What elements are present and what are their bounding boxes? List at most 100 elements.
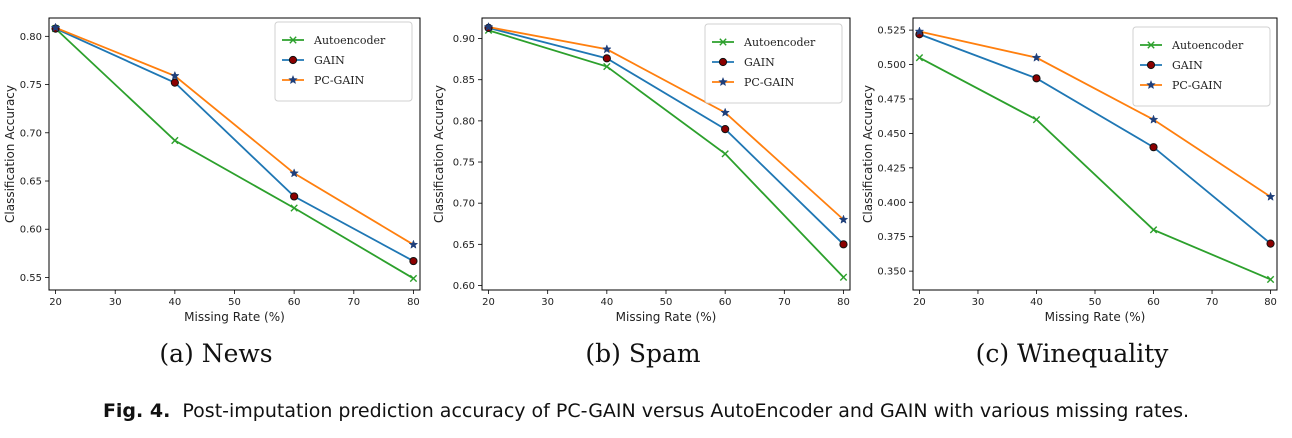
data-point-autoencoder (409, 274, 418, 283)
data-point-pc-gain (408, 239, 419, 249)
data-point-gain (602, 54, 611, 63)
data-point-pc-gain (1265, 191, 1276, 201)
data-point-autoencoder (839, 273, 848, 281)
y-tick-label: 0.350 (877, 267, 906, 278)
figure-caption: Fig. 4. Post-imputation prediction accur… (0, 400, 1292, 422)
legend-label: GAIN (314, 54, 345, 67)
data-point-pc-gain (483, 21, 494, 32)
x-tick-label: 60 (288, 297, 301, 308)
data-point-pc-gain (914, 26, 925, 36)
x-tick-label: 20 (913, 297, 926, 308)
panel-caption: (a) News (159, 339, 272, 368)
x-tick-label: 80 (407, 297, 420, 308)
x-tick-label: 40 (168, 297, 181, 308)
data-point-pc-gain (1031, 52, 1042, 62)
data-point-gain (721, 125, 730, 134)
x-tick-label: 50 (1089, 297, 1102, 308)
data-point-pc-gain (50, 22, 61, 32)
data-point-autoencoder (171, 136, 179, 145)
series-line-gain (488, 27, 845, 245)
data-point-autoencoder (603, 62, 611, 71)
y-axis-label: Classification Accuracy (3, 85, 17, 223)
y-axis-label: Classification Accuracy (432, 85, 446, 223)
x-axis-label: Missing Rate (%) (616, 310, 717, 324)
legend-marker (1146, 60, 1156, 70)
y-tick-label: 0.80 (20, 32, 42, 43)
legend-marker (718, 76, 728, 87)
data-point-gain (409, 256, 418, 266)
y-tick-label: 0.425 (877, 163, 906, 174)
x-tick-label: 70 (1206, 297, 1219, 308)
y-tick-label: 0.70 (453, 199, 475, 210)
x-tick-label: 50 (660, 297, 673, 308)
x-tick-label: 30 (109, 297, 122, 308)
data-point-autoencoder (915, 53, 924, 62)
data-point-gain (290, 192, 299, 201)
series-line-pc-gain (919, 30, 1272, 198)
legend-marker (288, 74, 298, 85)
legend-label: GAIN (744, 56, 775, 69)
y-tick-label: 0.60 (453, 281, 475, 292)
legend-label: Autoencoder (313, 34, 386, 47)
legend-label: Autoencoder (1171, 39, 1244, 52)
data-point-pc-gain (838, 214, 849, 224)
series-line-autoencoder (919, 56, 1271, 281)
legend-label: PC-GAIN (1172, 79, 1223, 92)
data-point-gain (170, 78, 179, 87)
y-tick-label: 0.65 (20, 177, 42, 188)
data-point-gain (839, 240, 848, 249)
figure-caption-label: Fig. 4. (102, 400, 171, 422)
legend-label: PC-GAIN (314, 74, 365, 87)
y-tick-label: 0.525 (877, 26, 906, 37)
chart-panel-3: 20 30 40 50 60 70 80 0.350 0.375 0.400 0.425 0.450 0… (861, 17, 1278, 368)
legend-marker (1146, 79, 1156, 90)
x-tick-label: 50 (228, 297, 241, 308)
series-line-gain (55, 27, 414, 262)
y-tick-label: 0.450 (877, 129, 906, 140)
legend: Autoencoder GAIN PC-GAIN (274, 21, 413, 102)
data-point-autoencoder (290, 204, 298, 212)
legend-marker (718, 57, 728, 67)
data-point-gain (1032, 74, 1041, 83)
x-tick-label: 60 (1147, 297, 1160, 308)
series-line-pc-gain (55, 26, 414, 246)
y-tick-label: 0.400 (877, 198, 906, 209)
series-line-gain (919, 33, 1272, 245)
legend-marker (719, 38, 727, 46)
data-point-autoencoder (1032, 115, 1041, 124)
series-line-autoencoder (488, 29, 845, 278)
data-point-autoencoder (1266, 275, 1275, 284)
legend: Autoencoder GAIN PC-GAIN (1132, 26, 1271, 107)
legend-box (704, 23, 843, 104)
legend-marker (289, 36, 297, 44)
panel-caption: (c) Winequality (976, 339, 1170, 368)
legend-marker (288, 55, 298, 65)
data-point-gain (1266, 239, 1275, 248)
legend-label: PC-GAIN (744, 76, 795, 89)
data-point-pc-gain (170, 70, 180, 80)
x-tick-label: 40 (600, 297, 613, 308)
y-tick-label: 0.55 (20, 273, 42, 284)
x-tick-label: 70 (347, 297, 360, 308)
x-axis-label: Missing Rate (%) (184, 310, 285, 324)
legend-marker (1147, 41, 1155, 49)
x-tick-label: 40 (1030, 297, 1043, 308)
y-tick-label: 0.375 (877, 232, 906, 243)
y-tick-label: 0.475 (877, 94, 906, 105)
plot-frame (48, 17, 421, 291)
legend-box (274, 21, 413, 102)
panel-caption: (b) Spam (585, 339, 700, 368)
x-tick-label: 60 (719, 297, 732, 308)
legend: Autoencoder GAIN PC-GAIN (704, 23, 843, 104)
x-tick-label: 20 (49, 297, 62, 308)
plot-frame (481, 17, 851, 291)
data-point-pc-gain (289, 168, 299, 178)
x-tick-label: 80 (1264, 297, 1277, 308)
y-tick-label: 0.85 (453, 75, 475, 86)
chart-panel-2: 20 30 40 50 60 70 80 0.60 0.65 0.70 0.75 0.80 0.85 0.… (432, 17, 851, 368)
y-tick-label: 0.75 (20, 80, 42, 91)
x-tick-label: 30 (541, 297, 554, 308)
plot-frame (912, 17, 1278, 291)
data-point-pc-gain (601, 44, 612, 54)
series-line-autoencoder (54, 27, 414, 280)
